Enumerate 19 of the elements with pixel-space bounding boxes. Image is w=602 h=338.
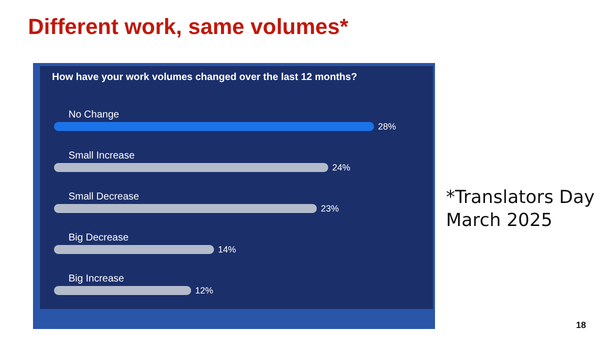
chart-title: Different work, same volumes* bbox=[28, 14, 348, 40]
bar bbox=[54, 204, 317, 213]
y-tick-label: Small Increase bbox=[68, 150, 136, 162]
text: 18 bbox=[576, 320, 586, 330]
bar bbox=[54, 245, 214, 254]
data-label: 23% bbox=[320, 204, 339, 214]
y-tick-label: No Change bbox=[68, 110, 120, 120]
bar bbox=[54, 163, 328, 172]
y-tick-label: Small Decrease bbox=[68, 192, 140, 202]
bar bbox=[54, 286, 192, 295]
chart-subtitle: How have your work volumes changed over the last 12 months? bbox=[52, 72, 358, 83]
y-tick-label: Big Increase bbox=[68, 274, 125, 284]
text: *Translators Day March 2025 bbox=[446, 186, 595, 233]
bar bbox=[54, 122, 374, 131]
data-label: 24% bbox=[332, 162, 350, 172]
data-label: 14% bbox=[218, 244, 236, 254]
data-label: 12% bbox=[195, 286, 214, 296]
data-label: 28% bbox=[378, 122, 396, 132]
y-tick-label: Big Decrease bbox=[68, 232, 129, 244]
